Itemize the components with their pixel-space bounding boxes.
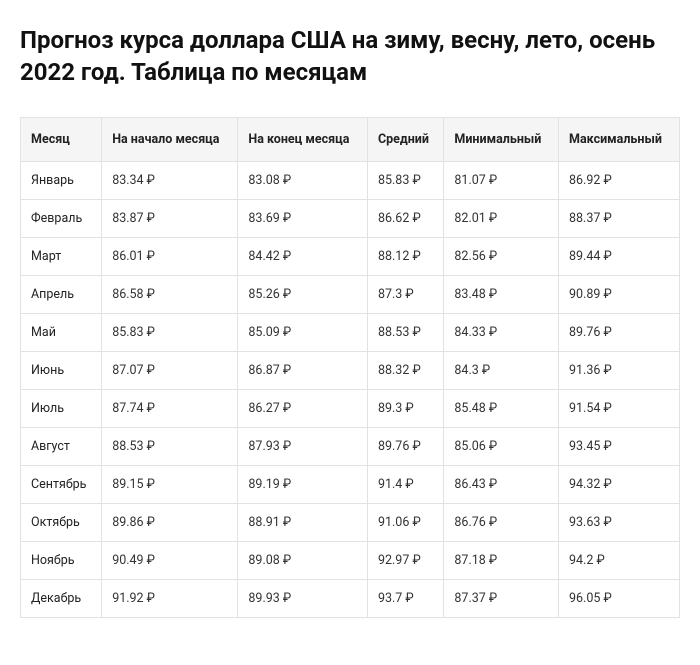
cell-month: Октябрь — [21, 503, 102, 541]
col-max: Максимальный — [559, 117, 680, 161]
cell-avg: 88.53 ₽ — [367, 313, 443, 351]
cell-start: 91.92 ₽ — [102, 579, 238, 617]
cell-max: 96.05 ₽ — [559, 579, 680, 617]
col-min: Минимальный — [444, 117, 559, 161]
cell-max: 93.45 ₽ — [559, 427, 680, 465]
cell-avg: 93.7 ₽ — [367, 579, 443, 617]
cell-month: Март — [21, 237, 102, 275]
cell-min: 82.56 ₽ — [444, 237, 559, 275]
cell-max: 88.37 ₽ — [559, 199, 680, 237]
cell-start: 86.58 ₽ — [102, 275, 238, 313]
cell-max: 91.36 ₽ — [559, 351, 680, 389]
cell-month: Январь — [21, 161, 102, 199]
table-row: Январь83.34 ₽83.08 ₽85.83 ₽81.07 ₽86.92 … — [21, 161, 680, 199]
table-row: Апрель86.58 ₽85.26 ₽87.3 ₽83.48 ₽90.89 ₽ — [21, 275, 680, 313]
cell-min: 86.43 ₽ — [444, 465, 559, 503]
cell-avg: 88.12 ₽ — [367, 237, 443, 275]
table-row: Июль87.74 ₽86.27 ₽89.3 ₽85.48 ₽91.54 ₽ — [21, 389, 680, 427]
cell-month: Сентябрь — [21, 465, 102, 503]
cell-month: Декабрь — [21, 579, 102, 617]
page-title: Прогноз курса доллара США на зиму, весну… — [20, 24, 680, 89]
cell-max: 94.32 ₽ — [559, 465, 680, 503]
cell-min: 84.3 ₽ — [444, 351, 559, 389]
cell-month: Апрель — [21, 275, 102, 313]
table-row: Декабрь91.92 ₽89.93 ₽93.7 ₽87.37 ₽96.05 … — [21, 579, 680, 617]
cell-end: 85.26 ₽ — [238, 275, 368, 313]
cell-month: Май — [21, 313, 102, 351]
cell-avg: 89.3 ₽ — [367, 389, 443, 427]
cell-month: Август — [21, 427, 102, 465]
cell-end: 85.09 ₽ — [238, 313, 368, 351]
cell-max: 89.44 ₽ — [559, 237, 680, 275]
cell-avg: 91.4 ₽ — [367, 465, 443, 503]
cell-end: 84.42 ₽ — [238, 237, 368, 275]
cell-avg: 91.06 ₽ — [367, 503, 443, 541]
forecast-table: Месяц На начало месяца На конец месяца С… — [20, 117, 680, 618]
cell-min: 82.01 ₽ — [444, 199, 559, 237]
cell-avg: 92.97 ₽ — [367, 541, 443, 579]
cell-min: 87.37 ₽ — [444, 579, 559, 617]
cell-max: 94.2 ₽ — [559, 541, 680, 579]
cell-start: 87.74 ₽ — [102, 389, 238, 427]
cell-max: 86.92 ₽ — [559, 161, 680, 199]
cell-min: 86.76 ₽ — [444, 503, 559, 541]
cell-month: Июнь — [21, 351, 102, 389]
cell-end: 86.87 ₽ — [238, 351, 368, 389]
cell-avg: 89.76 ₽ — [367, 427, 443, 465]
table-row: Март86.01 ₽84.42 ₽88.12 ₽82.56 ₽89.44 ₽ — [21, 237, 680, 275]
col-end: На конец месяца — [238, 117, 368, 161]
cell-min: 85.48 ₽ — [444, 389, 559, 427]
cell-avg: 86.62 ₽ — [367, 199, 443, 237]
cell-start: 89.86 ₽ — [102, 503, 238, 541]
cell-start: 88.53 ₽ — [102, 427, 238, 465]
cell-min: 85.06 ₽ — [444, 427, 559, 465]
table-row: Сентябрь89.15 ₽89.19 ₽91.4 ₽86.43 ₽94.32… — [21, 465, 680, 503]
col-avg: Средний — [367, 117, 443, 161]
table-row: Май85.83 ₽85.09 ₽88.53 ₽84.33 ₽89.76 ₽ — [21, 313, 680, 351]
table-row: Август88.53 ₽87.93 ₽89.76 ₽85.06 ₽93.45 … — [21, 427, 680, 465]
cell-start: 83.34 ₽ — [102, 161, 238, 199]
table-row: Июнь87.07 ₽86.87 ₽88.32 ₽84.3 ₽91.36 ₽ — [21, 351, 680, 389]
cell-month: Февраль — [21, 199, 102, 237]
cell-end: 86.27 ₽ — [238, 389, 368, 427]
cell-start: 85.83 ₽ — [102, 313, 238, 351]
cell-min: 84.33 ₽ — [444, 313, 559, 351]
table-row: Октябрь89.86 ₽88.91 ₽91.06 ₽86.76 ₽93.63… — [21, 503, 680, 541]
col-month: Месяц — [21, 117, 102, 161]
cell-end: 88.91 ₽ — [238, 503, 368, 541]
cell-min: 83.48 ₽ — [444, 275, 559, 313]
cell-end: 83.69 ₽ — [238, 199, 368, 237]
cell-start: 83.87 ₽ — [102, 199, 238, 237]
cell-start: 89.15 ₽ — [102, 465, 238, 503]
cell-end: 89.08 ₽ — [238, 541, 368, 579]
cell-avg: 85.83 ₽ — [367, 161, 443, 199]
cell-start: 90.49 ₽ — [102, 541, 238, 579]
cell-month: Июль — [21, 389, 102, 427]
cell-max: 89.76 ₽ — [559, 313, 680, 351]
cell-max: 90.89 ₽ — [559, 275, 680, 313]
table-header-row: Месяц На начало месяца На конец месяца С… — [21, 117, 680, 161]
cell-end: 89.93 ₽ — [238, 579, 368, 617]
cell-start: 86.01 ₽ — [102, 237, 238, 275]
col-start: На начало месяца — [102, 117, 238, 161]
cell-avg: 87.3 ₽ — [367, 275, 443, 313]
cell-end: 89.19 ₽ — [238, 465, 368, 503]
table-row: Ноябрь90.49 ₽89.08 ₽92.97 ₽87.18 ₽94.2 ₽ — [21, 541, 680, 579]
cell-avg: 88.32 ₽ — [367, 351, 443, 389]
cell-min: 81.07 ₽ — [444, 161, 559, 199]
cell-start: 87.07 ₽ — [102, 351, 238, 389]
table-row: Февраль83.87 ₽83.69 ₽86.62 ₽82.01 ₽88.37… — [21, 199, 680, 237]
cell-end: 87.93 ₽ — [238, 427, 368, 465]
cell-month: Ноябрь — [21, 541, 102, 579]
cell-end: 83.08 ₽ — [238, 161, 368, 199]
cell-min: 87.18 ₽ — [444, 541, 559, 579]
cell-max: 93.63 ₽ — [559, 503, 680, 541]
cell-max: 91.54 ₽ — [559, 389, 680, 427]
